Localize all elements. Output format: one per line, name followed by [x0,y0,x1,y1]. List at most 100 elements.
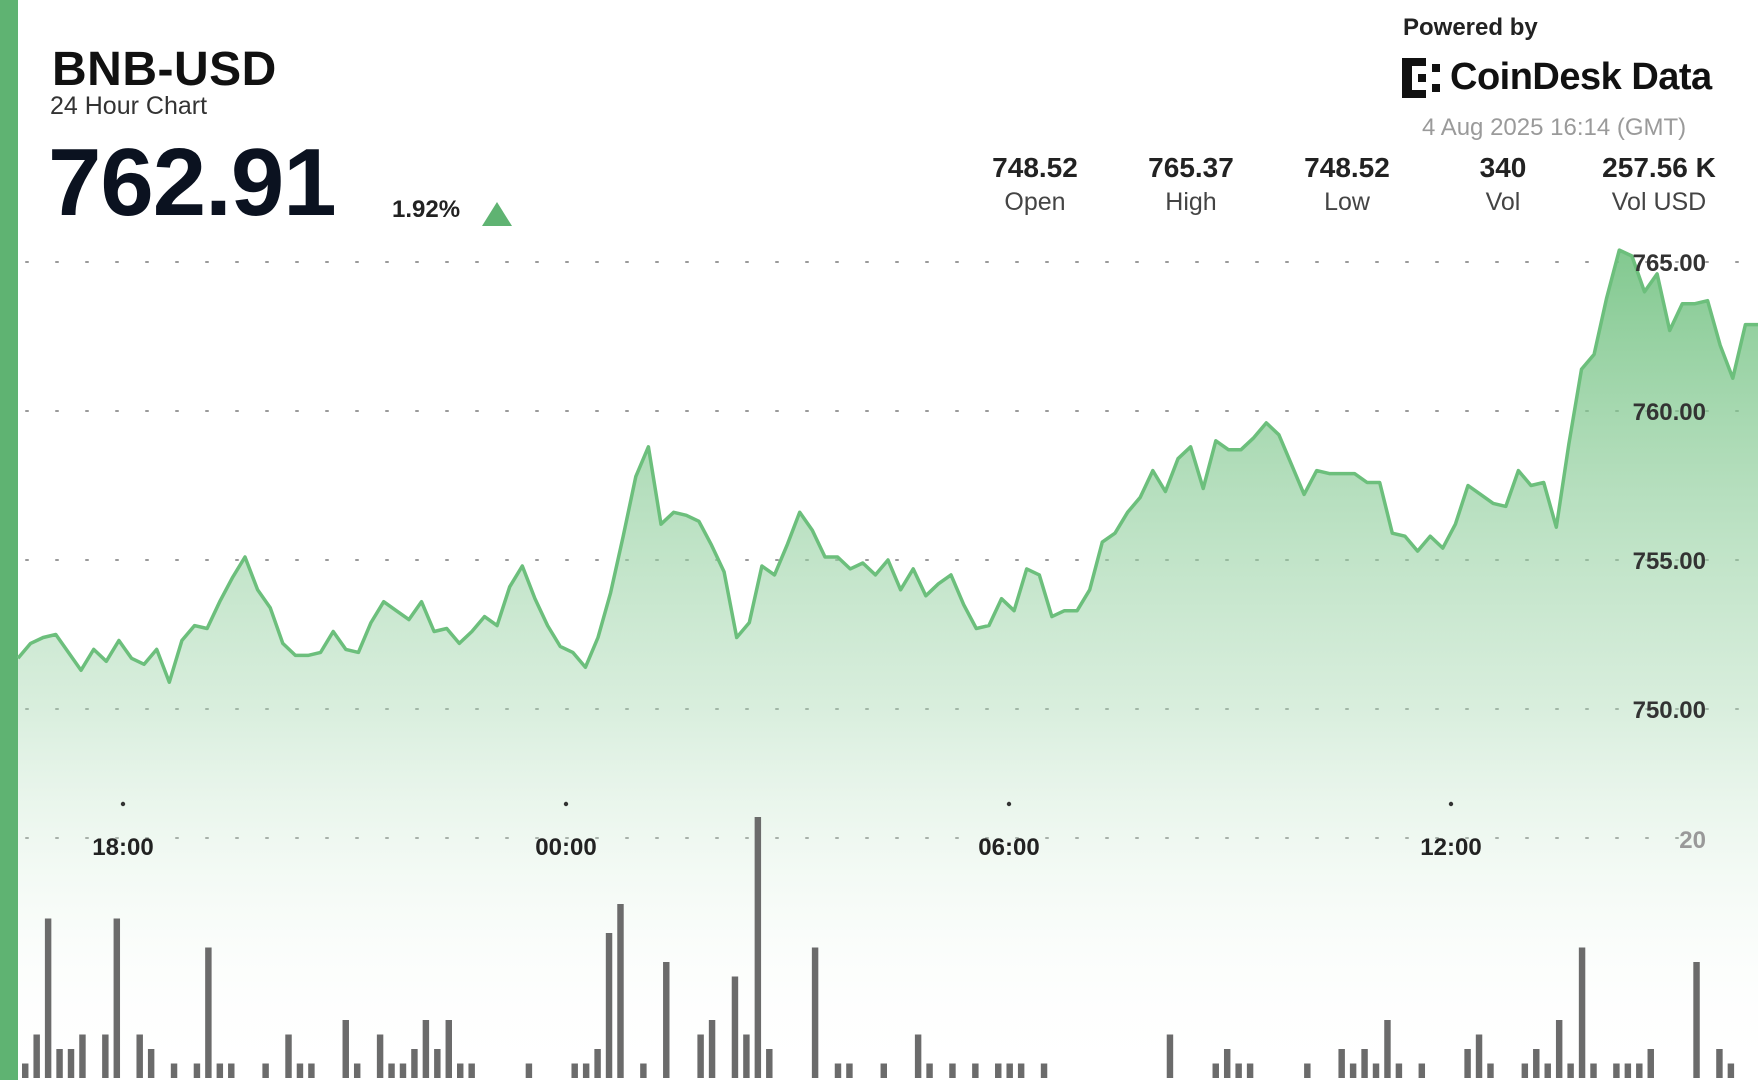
volume-bar [228,1063,235,1078]
volume-bar [308,1063,315,1078]
volume-bar [1166,1034,1174,1078]
volume-bar [296,1063,304,1078]
stat-open: 748.52 Open [960,152,1110,217]
y-tick-label: 765.00 [1633,250,1706,277]
volume-bar [1212,1063,1219,1078]
volume-bar [56,1049,63,1078]
volume-bar [1555,1020,1563,1078]
powered-by-label: Powered by [1403,14,1538,41]
volume-bar [193,1063,201,1078]
volume-bar [1544,1063,1551,1078]
volume-bar [697,1034,704,1078]
stat-vol: 340 Vol [1428,152,1578,217]
volume-bar [663,962,670,1078]
stat-value: 765.37 [1148,152,1234,183]
volume-bar [399,1063,407,1078]
x-tick-mark [120,801,126,807]
volume-bar [1464,1049,1471,1078]
volume-bar [582,1063,590,1078]
volume-bar [33,1034,40,1078]
stat-value: 340 [1479,152,1527,183]
stat-vol-usd: 257.56 K Vol USD [1584,152,1734,217]
volume-bar [1613,1063,1620,1078]
volume-bar [1533,1049,1540,1078]
volume-bar [342,1020,349,1078]
volume-bar [525,1063,533,1078]
timestamp: 4 Aug 2025 16:14 (GMT) [1422,114,1687,141]
ticker-symbol: BNB-USD [52,43,277,96]
y-tick-label: 760.00 [1633,399,1706,426]
volume-bar [353,1063,361,1078]
chart-subtitle: 24 Hour Chart [50,92,208,120]
volume-bar [1040,1063,1048,1078]
volume-bar [811,947,819,1078]
x-tick-mark [1448,801,1454,807]
stat-label: Low [1324,188,1370,216]
volume-bar [1475,1034,1483,1078]
stat-label: Vol USD [1611,188,1707,216]
volume-bar [914,1034,922,1078]
volume-bar [1578,947,1586,1078]
stat-value: 748.52 [992,152,1078,183]
x-tick-mark [1006,801,1012,807]
volume-bar [1338,1049,1345,1078]
current-price: 762.91 [48,129,337,236]
volume-bar [44,918,52,1078]
volume-bar [1349,1063,1357,1078]
volume-bar [1521,1063,1529,1078]
volume-bar [1384,1020,1391,1078]
y-tick-label: 750.00 [1633,697,1706,724]
stat-value: 257.56 K [1602,152,1716,183]
volume-bar [422,1020,430,1078]
volume-bar [468,1063,475,1078]
x-tick-label: 18:00 [92,834,153,861]
x-tick-label: 00:00 [535,834,596,861]
volume-bar [1590,1063,1597,1078]
volume-bar [1418,1063,1426,1078]
volume-bar [708,1020,716,1078]
volume-bar [926,1063,933,1078]
volume-bar [972,1063,979,1078]
volume-bar [1372,1063,1380,1078]
volume-bar [216,1063,224,1078]
volume-bar [1223,1049,1231,1078]
volume-bar [1647,1049,1654,1078]
accent-bar [0,0,18,1080]
stat-label: High [1165,188,1217,216]
price-change: 1.92% [392,196,461,223]
volume-bar [995,1063,1002,1078]
volume-bar [754,817,762,1078]
volume-bar [766,1049,773,1078]
coindesk-logo-icon [1402,57,1442,98]
volume-bar [605,933,613,1078]
volume-bar [147,1049,155,1078]
volume-bar [731,976,739,1078]
volume-bar [136,1034,143,1078]
volume-bar [640,1063,647,1078]
stat-label: Vol [1485,188,1521,216]
brand-logo: CoinDesk Data [1402,56,1712,99]
stat-value: 748.52 [1304,152,1390,183]
volume-bar [1636,1063,1643,1078]
volume-bar [262,1063,269,1078]
volume-bar [1693,962,1700,1078]
volume-bar [846,1063,853,1078]
volume-bar [1246,1063,1254,1078]
volume-bar [434,1049,441,1078]
volume-bar [1624,1063,1632,1078]
volume-bar [594,1049,601,1078]
volume-bar [457,1063,464,1078]
volume-bar [445,1020,452,1078]
volume-bar [617,904,624,1078]
stat-label: Open [1004,188,1066,216]
volume-bar [1487,1063,1494,1078]
volume-bar [743,1034,750,1078]
brand-name: CoinDesk Data [1450,56,1712,98]
x-tick-mark [563,801,569,807]
y-tick-label: 755.00 [1633,548,1706,575]
up-arrow-icon [482,202,512,226]
volume-bar [102,1034,109,1078]
volume-bar [411,1049,418,1078]
volume-bar [1567,1063,1574,1078]
